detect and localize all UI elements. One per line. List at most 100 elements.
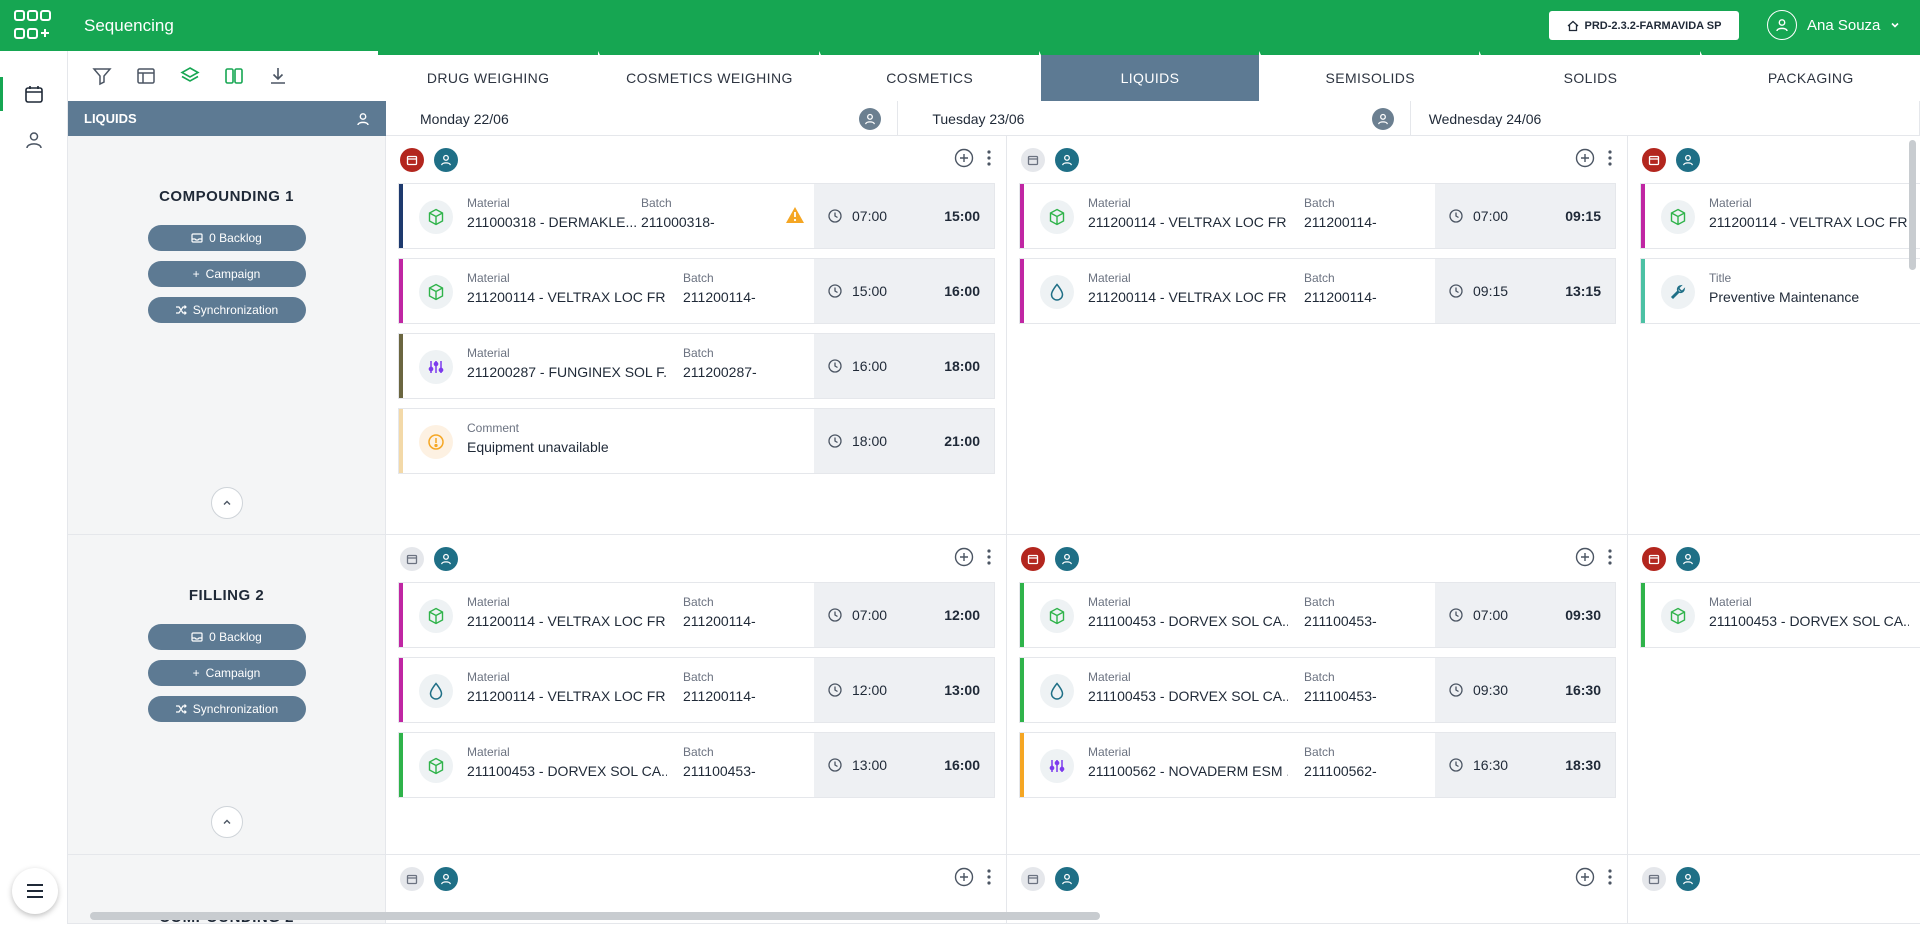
filter-icon[interactable] <box>92 66 112 86</box>
vertical-scrollbar[interactable] <box>1909 140 1916 270</box>
horizontal-scrollbar[interactable] <box>90 912 1100 920</box>
order-card[interactable]: Material 211200114 - VELTRAX LOC FR ... B… <box>398 582 995 648</box>
order-card[interactable]: Material 211200114 - VELTRAX LOC FR ... B… <box>1019 183 1616 249</box>
order-card[interactable]: Material 211100453 - DORVEX SOL CA... Bat… <box>398 732 995 798</box>
order-card[interactable]: Material 211100453 - DORVEX SOL CA... <box>1640 582 1920 648</box>
order-card[interactable]: Material 211100453 - DORVEX SOL CA... Bat… <box>1019 582 1616 648</box>
schedule-cell: Material 211000318 - DERMAKLE... Batch 211… <box>386 136 1007 535</box>
material-value: 211100453 - DORVEX SOL CA... <box>467 763 667 779</box>
material-value: 211000318 - DERMAKLE... <box>467 214 638 230</box>
tab-cosmetics[interactable]: COSMETICS <box>818 51 1039 101</box>
calendar-icon[interactable] <box>400 547 424 571</box>
maintenance-card[interactable]: Title Preventive Maintenance <box>1640 258 1920 324</box>
add-circle-icon[interactable] <box>1575 148 1595 168</box>
backlog-button[interactable]: 0 Backlog <box>147 225 306 251</box>
start-time: 15:00 <box>852 283 888 299</box>
order-card[interactable]: Material 211200287 - FUNGINEX SOL F... Ba… <box>398 333 995 399</box>
download-icon[interactable] <box>268 66 288 86</box>
calendar-icon[interactable] <box>1642 547 1666 571</box>
user-icon[interactable] <box>356 112 370 126</box>
end-time: 12:00 <box>944 607 980 623</box>
app-logo-icon[interactable] <box>8 0 58 51</box>
inbox-icon <box>191 632 203 642</box>
user-icon[interactable] <box>1676 867 1700 891</box>
user-menu[interactable]: Ana Souza <box>1767 10 1900 40</box>
calendar-icon[interactable] <box>1642 148 1666 172</box>
collapse-button[interactable] <box>211 806 243 838</box>
material-value: 211100562 - NOVADERM ESM ... <box>1088 763 1288 779</box>
tab-cosmetics-weighing[interactable]: COSMETICS WEIGHING <box>598 51 819 101</box>
more-vertical-icon[interactable] <box>986 149 992 167</box>
more-vertical-icon[interactable] <box>986 548 992 566</box>
user-icon[interactable] <box>1676 547 1700 571</box>
site-selector-button[interactable]: PRD-2.3.2-FARMAVIDA SP <box>1549 11 1739 40</box>
more-vertical-icon[interactable] <box>1607 149 1613 167</box>
order-card[interactable]: Material 211200114 - VELTRAX LOC FR ... <box>1640 183 1920 249</box>
more-vertical-icon[interactable] <box>1607 548 1613 566</box>
clock-icon <box>1449 284 1463 298</box>
user-icon[interactable] <box>1055 547 1079 571</box>
clock-icon <box>1449 758 1463 772</box>
user-icon[interactable] <box>434 867 458 891</box>
user-icon[interactable] <box>434 148 458 172</box>
end-time: 09:15 <box>1565 208 1601 224</box>
order-card[interactable]: Material 211100562 - NOVADERM ESM ... Bat… <box>1019 732 1616 798</box>
cube-icon <box>419 275 453 309</box>
add-circle-icon[interactable] <box>1575 867 1595 887</box>
lines-header-title: LIQUIDS <box>84 111 137 126</box>
schedule-cell: Material 211100453 - DORVEX SOL CA... <box>1628 535 1920 855</box>
tab-solids[interactable]: SOLIDS <box>1479 51 1700 101</box>
tab-drug-weighing[interactable]: DRUG WEIGHING <box>378 51 599 101</box>
calendar-icon[interactable] <box>1021 867 1045 891</box>
time-range: 07:00 12:00 <box>814 583 994 647</box>
backlog-button[interactable]: 0 Backlog <box>147 624 306 650</box>
order-card[interactable]: Material 211100453 - DORVEX SOL CA... Bat… <box>1019 657 1616 723</box>
user-icon[interactable] <box>859 107 882 130</box>
comment-card[interactable]: Comment Equipment unavailable 18:00 21:00 <box>398 408 995 474</box>
user-icon[interactable] <box>1055 148 1079 172</box>
synchronization-button[interactable]: Synchronization <box>147 696 306 722</box>
nav-calendar[interactable] <box>0 71 68 117</box>
calendar-icon[interactable] <box>1021 148 1045 172</box>
day-header-tuesday: Tuesday 23/06 <box>898 101 1411 136</box>
time-range: 16:00 18:00 <box>814 334 994 398</box>
calendar-icon[interactable] <box>400 148 424 172</box>
collapse-button[interactable] <box>211 487 243 519</box>
layers-icon[interactable] <box>180 66 200 86</box>
order-card[interactable]: Material 211200114 - VELTRAX LOC FR ... B… <box>398 657 995 723</box>
tab-packaging[interactable]: PACKAGING <box>1699 51 1920 101</box>
add-circle-icon[interactable] <box>1575 547 1595 567</box>
line-title: COMPOUNDING 1 <box>159 188 294 205</box>
synchronization-button[interactable]: Synchronization <box>147 297 306 323</box>
columns-icon[interactable] <box>224 66 244 86</box>
nav-users[interactable] <box>0 117 68 163</box>
calendar-icon[interactable] <box>1642 867 1666 891</box>
tab-semisolids[interactable]: SEMISOLIDS <box>1259 51 1480 101</box>
start-time: 07:00 <box>1473 607 1509 623</box>
calendar-icon[interactable] <box>400 867 424 891</box>
more-vertical-icon[interactable] <box>1607 868 1613 886</box>
user-avatar-icon <box>1767 10 1797 40</box>
order-card[interactable]: Material 211000318 - DERMAKLE... Batch 211… <box>398 183 995 249</box>
calendar-icon <box>25 86 43 103</box>
order-card[interactable]: Material 211200114 - VELTRAX LOC FR ... B… <box>398 258 995 324</box>
order-card[interactable]: Material 211200114 - VELTRAX LOC FR ... B… <box>1019 258 1616 324</box>
layout-icon[interactable] <box>136 66 156 86</box>
hamburger-icon <box>27 884 43 898</box>
more-vertical-icon[interactable] <box>986 868 992 886</box>
campaign-button[interactable]: + Campaign <box>147 261 306 287</box>
batch-value: 211100453- <box>1304 613 1377 629</box>
day-headers: Monday 22/06 Tuesday 23/06 Wednesday 24/… <box>386 101 1920 136</box>
user-icon[interactable] <box>1055 867 1079 891</box>
calendar-icon[interactable] <box>1021 547 1045 571</box>
tab-liquids[interactable]: LIQUIDS <box>1038 51 1260 101</box>
campaign-button[interactable]: + Campaign <box>147 660 306 686</box>
user-icon[interactable] <box>434 547 458 571</box>
user-icon[interactable] <box>1371 107 1394 130</box>
add-circle-icon[interactable] <box>954 547 974 567</box>
warning-icon[interactable] <box>785 206 805 229</box>
add-circle-icon[interactable] <box>954 867 974 887</box>
user-icon[interactable] <box>1676 148 1700 172</box>
add-circle-icon[interactable] <box>954 148 974 168</box>
menu-button[interactable] <box>12 868 58 914</box>
